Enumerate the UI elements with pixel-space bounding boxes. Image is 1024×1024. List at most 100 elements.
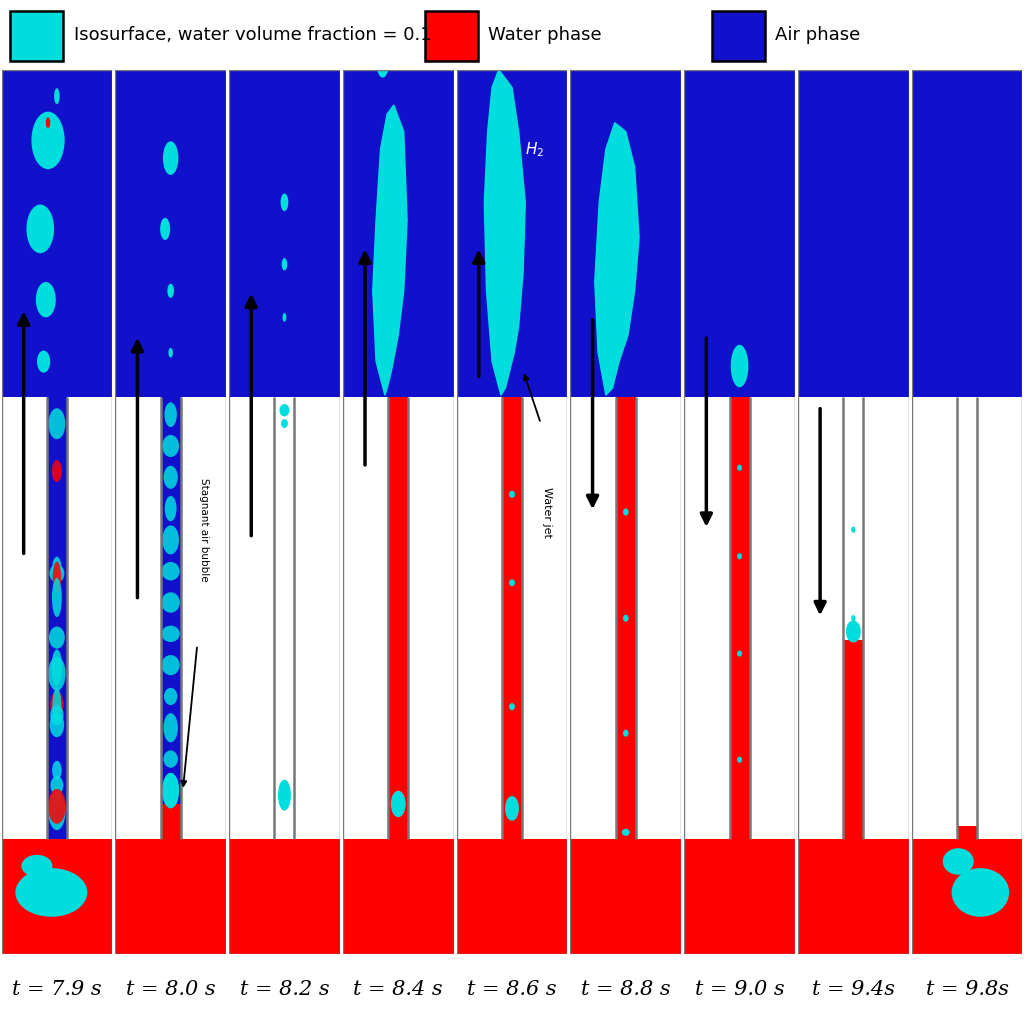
Text: t = 9.0 s: t = 9.0 s (694, 980, 784, 998)
Ellipse shape (22, 855, 52, 877)
Ellipse shape (623, 509, 629, 515)
Ellipse shape (282, 258, 287, 270)
Ellipse shape (48, 409, 66, 439)
FancyBboxPatch shape (712, 11, 765, 61)
Ellipse shape (737, 465, 742, 471)
Ellipse shape (36, 282, 55, 317)
Text: t = 9.4s: t = 9.4s (812, 980, 895, 998)
Ellipse shape (163, 773, 179, 808)
Text: Water phase: Water phase (488, 26, 602, 44)
Ellipse shape (623, 614, 629, 622)
Polygon shape (373, 105, 408, 395)
Bar (274, 397, 295, 840)
FancyBboxPatch shape (425, 11, 478, 61)
Text: t = 8.2 s: t = 8.2 s (240, 980, 330, 998)
Text: t = 8.6 s: t = 8.6 s (467, 980, 557, 998)
Bar (229, 70, 340, 397)
Text: t = 8.8 s: t = 8.8 s (581, 980, 671, 998)
Ellipse shape (376, 44, 389, 78)
Ellipse shape (391, 791, 406, 817)
Bar (570, 70, 681, 397)
Ellipse shape (37, 350, 50, 373)
Ellipse shape (281, 419, 288, 428)
Bar (798, 840, 908, 954)
FancyBboxPatch shape (10, 11, 63, 61)
Ellipse shape (15, 868, 87, 916)
Bar (457, 840, 567, 954)
Bar (161, 804, 180, 840)
Bar (615, 397, 636, 840)
Ellipse shape (48, 656, 66, 690)
Ellipse shape (164, 751, 178, 768)
Ellipse shape (623, 730, 629, 736)
Bar (502, 397, 522, 840)
Ellipse shape (52, 578, 61, 617)
Bar (615, 397, 636, 840)
Ellipse shape (162, 592, 180, 612)
Ellipse shape (48, 792, 66, 830)
Ellipse shape (943, 848, 974, 874)
Ellipse shape (164, 688, 177, 706)
Text: Isosurface, water volume fraction = 0.1: Isosurface, water volume fraction = 0.1 (74, 26, 431, 44)
Text: Stagnant air bubble: Stagnant air bubble (199, 478, 209, 582)
Ellipse shape (164, 466, 178, 488)
Ellipse shape (162, 655, 180, 675)
Bar (2, 70, 113, 397)
Bar (161, 397, 180, 840)
Ellipse shape (165, 402, 177, 427)
Text: t = 7.9 s: t = 7.9 s (12, 980, 101, 998)
Ellipse shape (162, 773, 179, 808)
Bar (684, 840, 795, 954)
Bar (844, 640, 863, 840)
Ellipse shape (281, 194, 289, 211)
Bar (911, 70, 1022, 397)
Ellipse shape (737, 650, 742, 656)
Ellipse shape (162, 435, 179, 457)
Text: t = 8.4 s: t = 8.4 s (353, 980, 443, 998)
Bar (343, 840, 454, 954)
Ellipse shape (622, 828, 630, 836)
Ellipse shape (52, 761, 61, 780)
Ellipse shape (32, 112, 65, 169)
Text: Air phase: Air phase (775, 26, 860, 44)
Ellipse shape (50, 776, 63, 795)
Ellipse shape (731, 345, 749, 387)
Bar (47, 397, 67, 840)
Bar (161, 397, 180, 840)
Bar (116, 840, 226, 954)
Ellipse shape (52, 562, 61, 593)
Bar (570, 840, 681, 954)
Polygon shape (595, 123, 639, 395)
Ellipse shape (851, 615, 855, 622)
Ellipse shape (851, 526, 855, 532)
Ellipse shape (51, 649, 62, 685)
Bar (844, 397, 863, 840)
Text: t = 8.0 s: t = 8.0 s (126, 980, 215, 998)
Ellipse shape (278, 779, 291, 811)
Ellipse shape (52, 557, 61, 581)
Bar (388, 397, 409, 840)
Ellipse shape (48, 788, 66, 823)
Ellipse shape (509, 580, 515, 587)
Bar (957, 397, 977, 840)
Ellipse shape (50, 705, 63, 725)
Bar (729, 397, 750, 840)
Ellipse shape (169, 348, 173, 357)
Bar (957, 826, 977, 840)
Bar (684, 70, 795, 397)
Ellipse shape (283, 313, 287, 322)
Ellipse shape (509, 490, 515, 498)
Text: t = 9.8s: t = 9.8s (926, 980, 1009, 998)
Ellipse shape (737, 553, 742, 559)
Text: $H_2$: $H_2$ (525, 140, 545, 159)
Ellipse shape (160, 218, 170, 240)
Ellipse shape (280, 404, 290, 417)
Bar (116, 70, 226, 397)
Ellipse shape (162, 626, 180, 642)
Bar (47, 397, 67, 840)
Bar (2, 840, 113, 954)
Ellipse shape (165, 806, 176, 838)
Text: Water jet: Water jet (543, 486, 552, 538)
Ellipse shape (951, 868, 1010, 916)
Ellipse shape (505, 796, 519, 821)
